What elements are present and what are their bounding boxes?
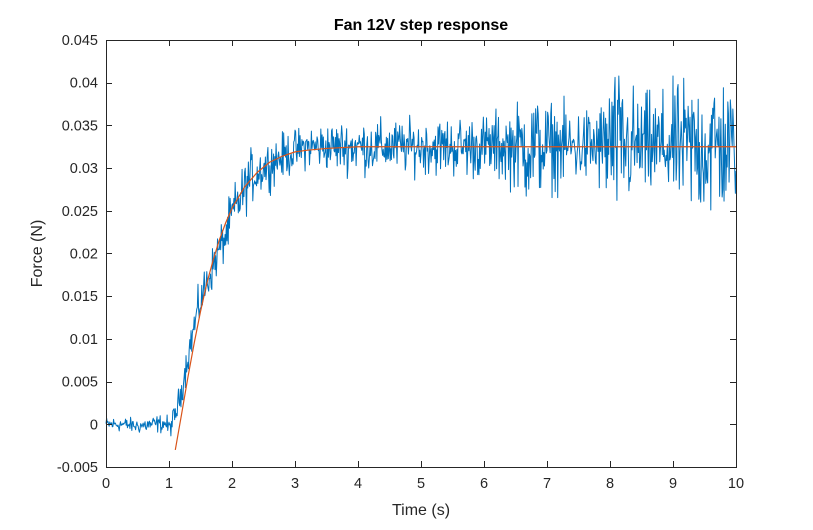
fit-line bbox=[174, 146, 736, 451]
x-tick-label: 9 bbox=[669, 476, 677, 492]
x-tick-label: 10 bbox=[728, 476, 744, 492]
x-tick-label: 1 bbox=[165, 476, 173, 492]
ticks-layer: 0 1 2 3 4 5 6 7 8 9 10-0.00500.0050.010.0150.020.0… bbox=[57, 33, 744, 492]
series-fit bbox=[174, 146, 736, 451]
measured-line bbox=[105, 75, 737, 437]
x-tick-label: 4 bbox=[354, 476, 362, 492]
y-tick-label: 0.045 bbox=[62, 33, 98, 49]
plot-area bbox=[106, 40, 736, 467]
x-tick-label: 3 bbox=[291, 476, 299, 492]
x-tick-label: 2 bbox=[228, 476, 236, 492]
series-layer bbox=[105, 75, 737, 451]
y-tick-label: 0.015 bbox=[62, 289, 98, 305]
x-tick-label: 8 bbox=[606, 476, 614, 492]
chart-title: Fan 12V step response bbox=[334, 17, 508, 34]
x-tick-label: 5 bbox=[417, 476, 425, 492]
y-tick-label: 0.04 bbox=[70, 76, 98, 92]
y-tick-label: 0.005 bbox=[62, 375, 98, 391]
y-tick-label: 0.02 bbox=[70, 247, 98, 263]
y-tick-label: 0 bbox=[90, 417, 98, 433]
series-measured bbox=[105, 75, 737, 437]
x-tick-label: 7 bbox=[543, 476, 551, 492]
x-tick-label: 6 bbox=[480, 476, 488, 492]
y-tick-label: 0.03 bbox=[70, 161, 98, 177]
x-axis-label: Time (s) bbox=[392, 502, 450, 519]
y-tick-label: -0.005 bbox=[57, 460, 98, 476]
y-tick-label: 0.025 bbox=[62, 204, 98, 220]
y-tick-label: 0.01 bbox=[70, 332, 98, 348]
y-tick-label: 0.035 bbox=[62, 118, 98, 134]
y-axis-label: Force (N) bbox=[29, 220, 46, 288]
x-tick-label: 0 bbox=[102, 476, 110, 492]
